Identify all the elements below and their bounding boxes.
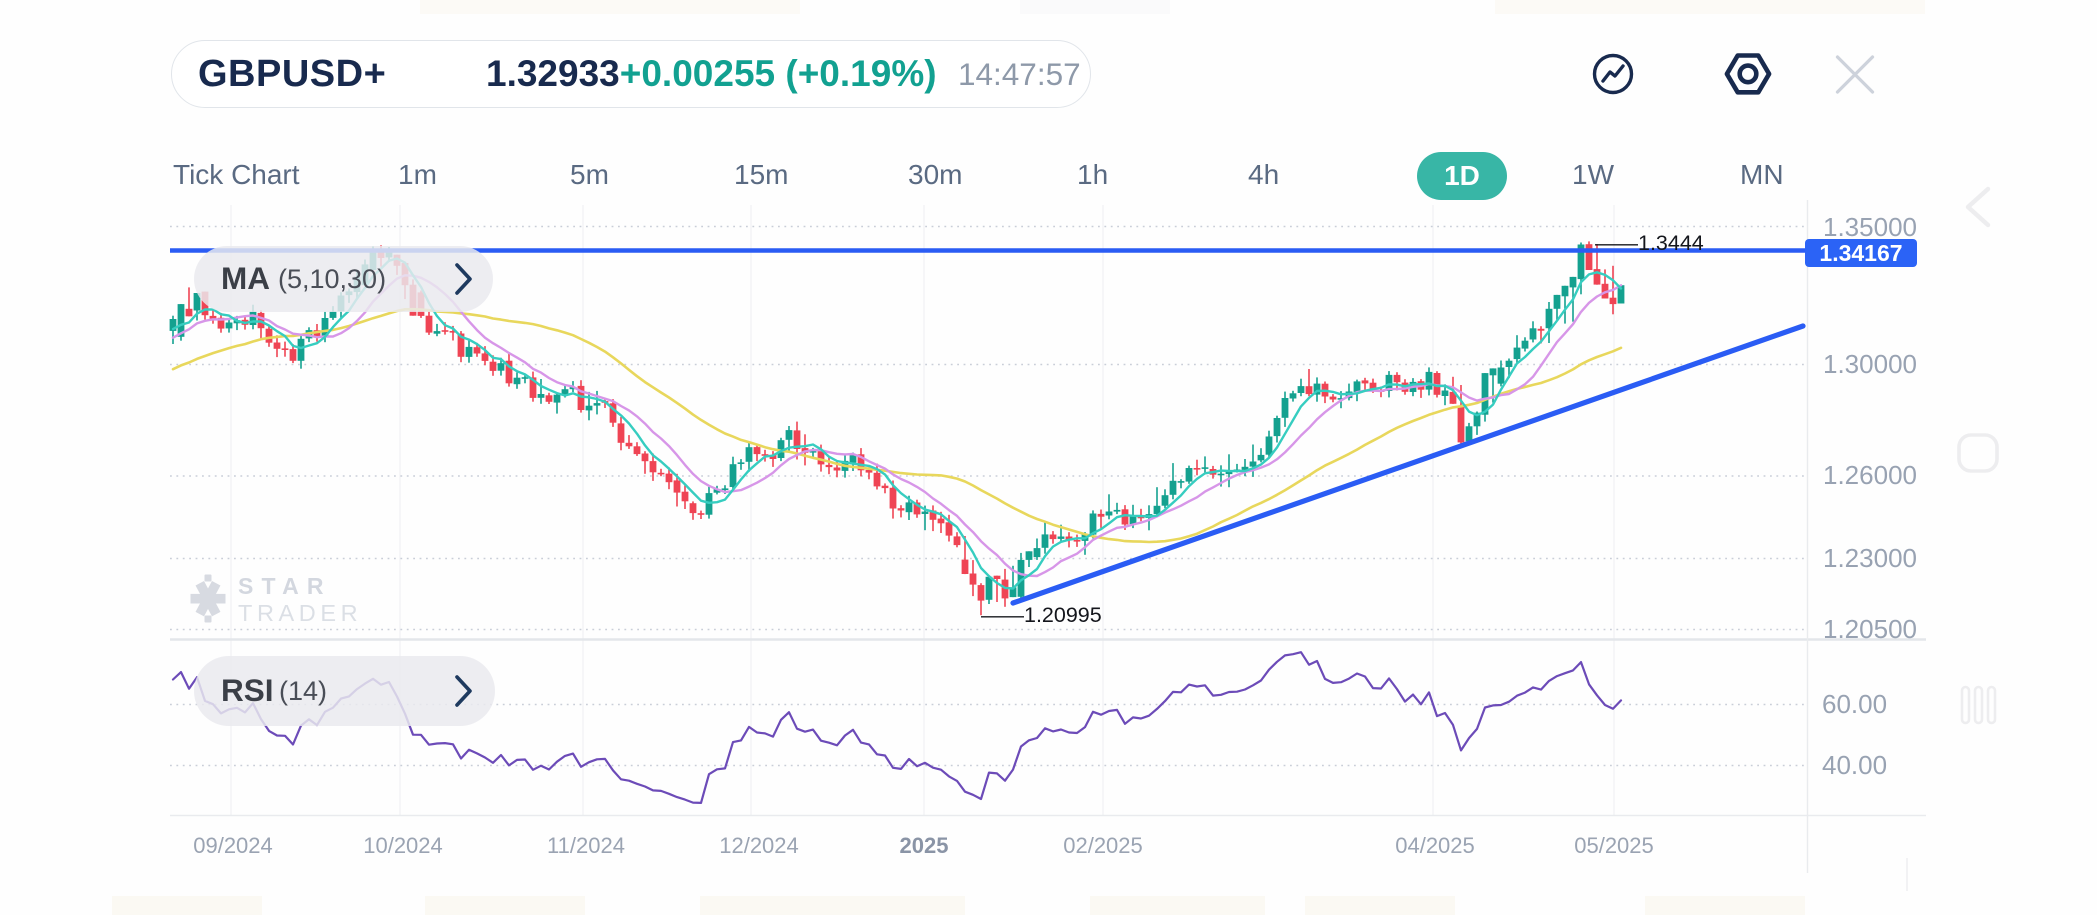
svg-text:10/2024: 10/2024 [363,833,443,858]
svg-text:1.20500: 1.20500 [1823,614,1917,644]
svg-text:40.00: 40.00 [1822,750,1887,780]
svg-text:MA: MA [221,260,270,296]
svg-text:02/2025: 02/2025 [1063,833,1143,858]
svg-text:——1.3444: ——1.3444 [1595,231,1704,255]
svg-text:1.30000: 1.30000 [1823,349,1917,379]
svg-text:1.34167: 1.34167 [1819,240,1902,266]
svg-text:09/2024: 09/2024 [193,833,273,858]
svg-text:1.23000: 1.23000 [1823,543,1917,573]
svg-text:2025: 2025 [900,833,949,858]
svg-text:12/2024: 12/2024 [719,833,799,858]
svg-text:(5,10,30): (5,10,30) [278,264,386,294]
svg-text:——1.20995: ——1.20995 [981,603,1102,627]
svg-text:04/2025: 04/2025 [1395,833,1475,858]
svg-text:STAR: STAR [238,573,332,599]
svg-text:11/2024: 11/2024 [547,833,625,858]
svg-text:1.26000: 1.26000 [1823,460,1917,490]
svg-text:RSI: RSI [221,672,274,708]
svg-text:60.00: 60.00 [1822,689,1887,719]
svg-text:1.35000: 1.35000 [1823,212,1917,242]
svg-text:(14): (14) [279,676,327,706]
svg-text:TRADER: TRADER [238,600,362,626]
svg-text:05/2025: 05/2025 [1574,833,1654,858]
